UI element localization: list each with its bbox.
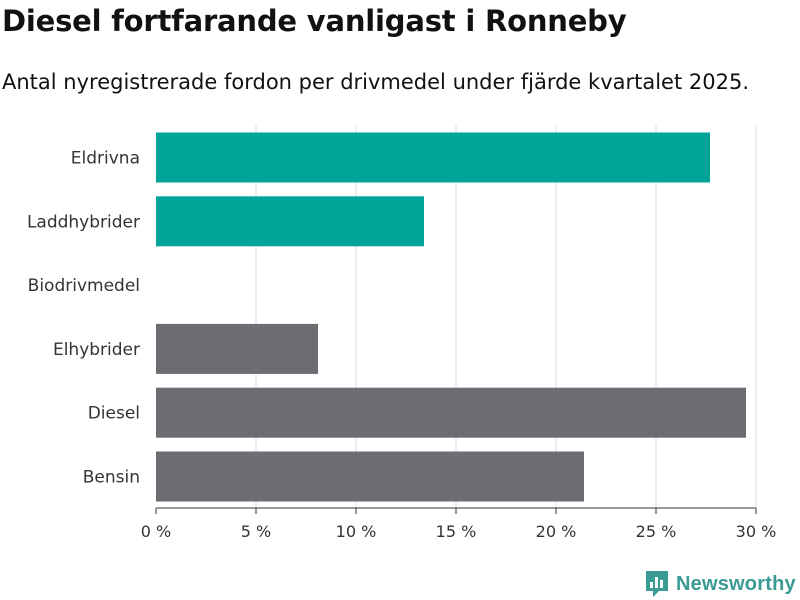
category-label: Laddhybrider (27, 212, 140, 232)
brand-name: Newsworthy (676, 572, 796, 595)
category-label: Biodrivmedel (28, 276, 140, 296)
category-labels: Eldrivna Laddhybrider Biodrivmedel Elhybrid… (27, 149, 140, 488)
x-tick-label: 15 % (436, 522, 477, 541)
chart-subtitle: Antal nyregistrerade fordon per drivmede… (2, 70, 750, 94)
bar-eldrivna (156, 132, 710, 183)
newsworthy-icon (646, 571, 668, 597)
x-tick-label: 10 % (336, 522, 377, 541)
category-label: Eldrivna (71, 149, 140, 169)
bar-bensin (156, 451, 584, 502)
chart-title: Diesel fortfarande vanligast i Ronneby (2, 4, 627, 38)
x-tick-label: 25 % (636, 522, 677, 541)
gridlines (255, 125, 757, 508)
bar-elhybrider (156, 323, 318, 374)
x-tick-label: 5 % (241, 522, 271, 541)
bar-laddhybrider (156, 196, 424, 247)
category-label: Diesel (88, 404, 140, 424)
category-label: Elhybrider (53, 340, 140, 360)
bars (156, 132, 746, 502)
category-label: Bensin (83, 468, 140, 488)
newsworthy-logo: Newsworthy (644, 569, 796, 599)
bar-diesel (156, 387, 746, 438)
x-axis: 0 % 5 % 10 % 15 % 20 % 25 % 30 % (141, 507, 777, 541)
x-tick-label: 0 % (141, 522, 171, 541)
x-tick-label: 30 % (736, 522, 777, 541)
x-tick-label: 20 % (536, 522, 577, 541)
